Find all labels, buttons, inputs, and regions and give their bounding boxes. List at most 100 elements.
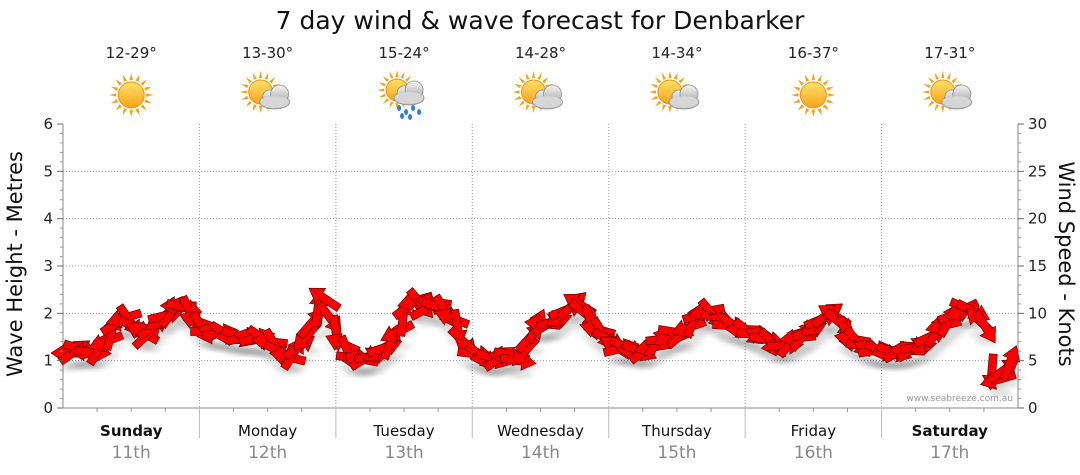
sun-ray <box>793 99 801 104</box>
temp-range: 15-24° <box>379 44 430 62</box>
sun-ray <box>650 95 658 101</box>
sun-ray <box>389 71 394 79</box>
sun-ray <box>245 77 252 84</box>
rain-drop <box>397 105 402 111</box>
arrow-shadow <box>362 366 387 373</box>
watermark: www.seabreeze.com.au <box>906 394 1013 404</box>
sun-ray <box>525 104 530 112</box>
wind-arrow <box>308 287 342 312</box>
wind-arrow <box>972 309 996 344</box>
temp-range: 14-34° <box>651 44 702 62</box>
sun-ray <box>264 72 269 80</box>
sun-ray <box>135 108 140 116</box>
sun-ray <box>542 77 549 84</box>
sun-ray <box>923 83 931 89</box>
day-name-label: Sunday <box>100 422 163 440</box>
day-thursday: 14-34° <box>648 44 702 113</box>
sun-ray <box>122 74 128 82</box>
sun-ray <box>252 72 257 80</box>
sun-ray <box>514 83 522 89</box>
y-left-tick-label: 5 <box>43 162 53 180</box>
sun-ray <box>525 72 530 80</box>
day-date-label: 16th <box>794 443 833 463</box>
sun-ray <box>245 100 252 107</box>
grid-lines <box>63 124 1018 408</box>
sunny-icon <box>109 73 154 117</box>
arrow-shadow <box>508 371 533 378</box>
day-wednesday: 14-28° <box>512 44 566 113</box>
sun-ray <box>797 104 805 111</box>
sun-ray <box>934 104 940 112</box>
sun-ray <box>941 71 945 79</box>
sunny-icon <box>791 73 836 117</box>
sun-ray <box>382 75 390 82</box>
sun-ray <box>661 72 667 80</box>
sun-ray <box>389 101 394 109</box>
y-right-tick-label: 0 <box>1028 399 1038 417</box>
y-left-tick-label: 6 <box>43 115 53 133</box>
day-date-label: 17th <box>930 443 969 463</box>
y-axis-left-title: Wave Height - Metres <box>3 151 27 377</box>
cloud-fill <box>395 92 424 104</box>
cloud-fill <box>669 96 698 108</box>
sun-ray <box>518 77 525 84</box>
sun-ray <box>140 79 147 86</box>
sun-ray <box>377 88 385 92</box>
sun-ray <box>252 104 257 112</box>
arrow-shadow <box>672 345 697 352</box>
sun-ray <box>817 108 822 116</box>
sun-ray <box>110 86 119 91</box>
sun-ray <box>828 93 836 97</box>
partly-cloudy-icon <box>512 71 563 113</box>
temp-range: 14-28° <box>515 44 566 62</box>
sun-ray <box>395 70 399 78</box>
sun-ray <box>122 108 128 116</box>
y-axis-right-title: Wind Speed - Knots <box>1054 161 1078 366</box>
arrow-shadow <box>908 357 933 364</box>
sun-ray <box>822 104 829 111</box>
sun-ray <box>934 72 940 80</box>
day-name-label: Monday <box>238 422 297 440</box>
sun-ray <box>378 93 386 98</box>
rain-drop <box>411 105 416 111</box>
day-saturday: 17-31° <box>921 44 975 113</box>
day-header: 12-29° 13-30° 15-24° 14-28° 14-34° 16-37° 17-3… <box>106 44 975 120</box>
day-date-label: 15th <box>657 443 696 463</box>
sun-ray <box>668 71 672 79</box>
partly-cloudy-icon <box>239 71 291 113</box>
sun-ray <box>826 99 834 104</box>
rain-drop <box>404 109 409 115</box>
day-monday: 13-30° <box>239 44 293 113</box>
sun-ray <box>395 102 399 110</box>
sun-ray <box>518 100 525 107</box>
sun-ray <box>811 73 816 81</box>
sun-ray <box>791 93 799 97</box>
sun-ray <box>382 98 390 105</box>
day-date-label: 14th <box>521 443 560 463</box>
day-friday: 16-37° <box>788 44 839 117</box>
y-right-tick-label: 15 <box>1028 257 1047 275</box>
cloud-fill <box>942 96 971 108</box>
sun-ray <box>144 86 152 91</box>
sun-ray <box>668 105 672 113</box>
day-date-label: 11th <box>112 443 151 463</box>
sun-ray <box>537 72 542 80</box>
sun-ray <box>678 77 685 84</box>
sun-ray <box>115 79 122 86</box>
sun-ray <box>512 90 520 94</box>
sun-ray <box>797 79 805 86</box>
sun-ray <box>804 108 810 116</box>
sun-ray <box>378 82 386 87</box>
temp-range: 12-29° <box>106 44 157 62</box>
cloud-fill <box>533 96 562 108</box>
arrow-shadow <box>678 338 703 345</box>
day-name-label: Wednesday <box>497 422 584 440</box>
sun-ray <box>921 90 929 94</box>
sun-ray <box>269 77 276 84</box>
sun-ray <box>793 86 801 91</box>
arrow-shadow <box>987 390 1012 397</box>
x-axis: Sunday 11th Monday 12th Tuesday 13th Wednesday… <box>96 408 988 463</box>
sun-ray <box>822 79 829 86</box>
y-right-tick-label: 30 <box>1028 115 1047 133</box>
